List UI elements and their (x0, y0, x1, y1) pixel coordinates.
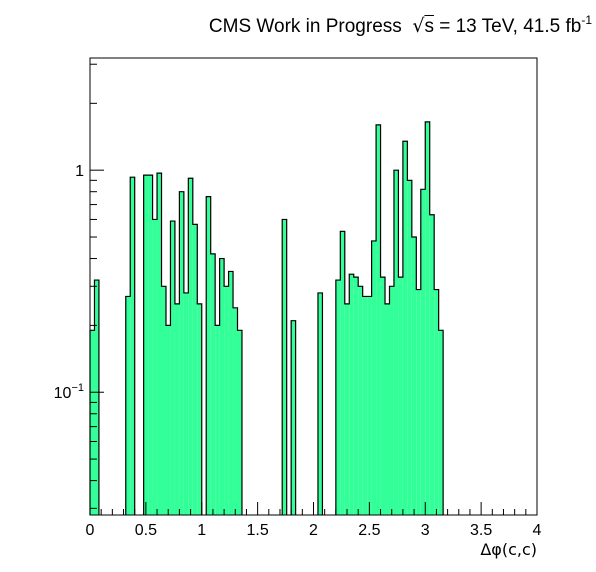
x-tick-label-2: 1 (197, 522, 206, 539)
histogram-bin-41 (393, 170, 399, 516)
histogram-bin-38 (380, 277, 386, 515)
histogram-bin-4 (143, 175, 149, 515)
histogram-bin-17 (206, 196, 211, 515)
histogram-bin-7 (157, 173, 162, 516)
histogram-bin-43 (402, 141, 408, 516)
histogram-bin-12 (179, 191, 184, 515)
histogram-bin-0 (90, 330, 95, 515)
x-axis-label: Δφ(c,c) (480, 540, 537, 559)
histogram-bin-49 (429, 214, 435, 516)
histogram-bin-21 (224, 286, 229, 515)
histogram-bin-11 (174, 303, 180, 515)
histogram-bin-32 (353, 277, 359, 515)
histogram-bin-48 (425, 121, 430, 515)
histogram-bin-3 (130, 177, 135, 516)
histogram-bin-8 (161, 286, 166, 515)
histogram-bin-9 (165, 325, 171, 515)
histogram-bin-10 (170, 221, 175, 515)
y-tick-label-1: 1 (75, 163, 84, 180)
histogram-bin-25 (282, 219, 287, 515)
x-tick-label-5: 2.5 (358, 522, 380, 539)
histogram-outline (89, 121, 444, 515)
histogram-bin-29 (340, 231, 345, 515)
histogram-bin-1 (94, 280, 99, 515)
histogram-bin-2 (125, 296, 131, 515)
histogram-bin-15 (192, 224, 198, 515)
histogram-bin-51 (438, 330, 444, 515)
chart-title: CMS Work in Progress √s = 13 TeV, 41.5 f… (0, 13, 596, 38)
x-tick-label-7: 3.5 (470, 522, 492, 539)
histogram-bin-50 (434, 289, 439, 515)
histogram-bin-36 (371, 240, 377, 515)
histogram-bin-35 (367, 296, 372, 515)
histogram-bin-26 (291, 320, 296, 515)
histogram-bin-34 (362, 296, 368, 515)
histogram-bin-46 (416, 289, 421, 515)
title-energy-var: s (424, 16, 434, 37)
x-tick-label-0: 0 (86, 522, 95, 539)
x-tick-label-4: 2 (309, 522, 318, 539)
title-lumi-exponent: -1 (581, 13, 592, 27)
histogram-bin-39 (385, 303, 390, 515)
histogram-bin-24 (237, 330, 242, 515)
x-tick-label-6: 3 (421, 522, 430, 539)
histogram-bin-13 (183, 292, 189, 515)
histogram-bin-31 (349, 274, 354, 515)
histogram-bin-33 (358, 286, 363, 515)
histogram-bin-44 (407, 180, 412, 515)
histogram-bin-45 (411, 237, 417, 515)
histogram-bin-19 (215, 325, 220, 515)
histogram-bin-40 (389, 286, 394, 515)
histogram-bin-16 (197, 303, 202, 515)
y-tick-label-0: 10−1 (54, 382, 84, 402)
histogram-bin-30 (344, 303, 350, 515)
histogram-bin-27 (317, 292, 323, 515)
x-tick-label-8: 4 (533, 522, 542, 539)
histogram-bin-42 (398, 277, 403, 515)
title-experiment: CMS Work in Progress (208, 16, 402, 37)
histogram-bin-22 (228, 271, 234, 515)
histogram-bin-20 (219, 258, 225, 515)
histogram-bin-6 (152, 219, 158, 515)
sqrt-symbol: √ (412, 15, 425, 37)
histogram-bin-37 (376, 124, 381, 515)
title-energy: = 13 TeV, 41.5 fb (433, 16, 582, 37)
histogram-bin-47 (420, 189, 426, 515)
x-tick-label-3: 1.5 (247, 522, 269, 539)
x-tick-label-1: 0.5 (135, 522, 157, 539)
histogram-bin-18 (210, 253, 216, 515)
histogram-bin-5 (148, 175, 153, 515)
histogram-bin-28 (335, 280, 341, 515)
histogram-bin-14 (188, 178, 193, 515)
histogram-bin-23 (233, 307, 238, 515)
